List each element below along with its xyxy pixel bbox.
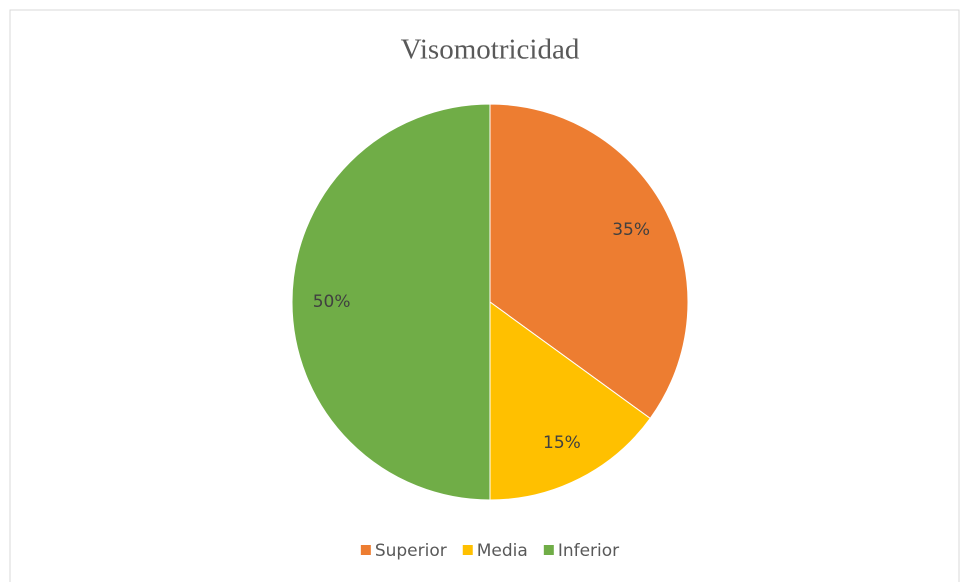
legend-label: Superior	[375, 541, 447, 561]
legend-swatch	[360, 545, 371, 555]
legend-label: Media	[477, 541, 528, 561]
legend-label: Inferior	[558, 541, 619, 561]
data-label: 35%	[612, 220, 650, 240]
pie-slice	[489, 103, 689, 420]
data-label: 15%	[543, 433, 581, 453]
legend-swatch	[462, 545, 473, 555]
pie-slice	[291, 103, 491, 501]
data-label: 50%	[313, 292, 351, 312]
legend-swatch	[543, 545, 554, 555]
chart-title: Visomotricidad	[401, 34, 580, 66]
pie-slice	[489, 301, 651, 501]
